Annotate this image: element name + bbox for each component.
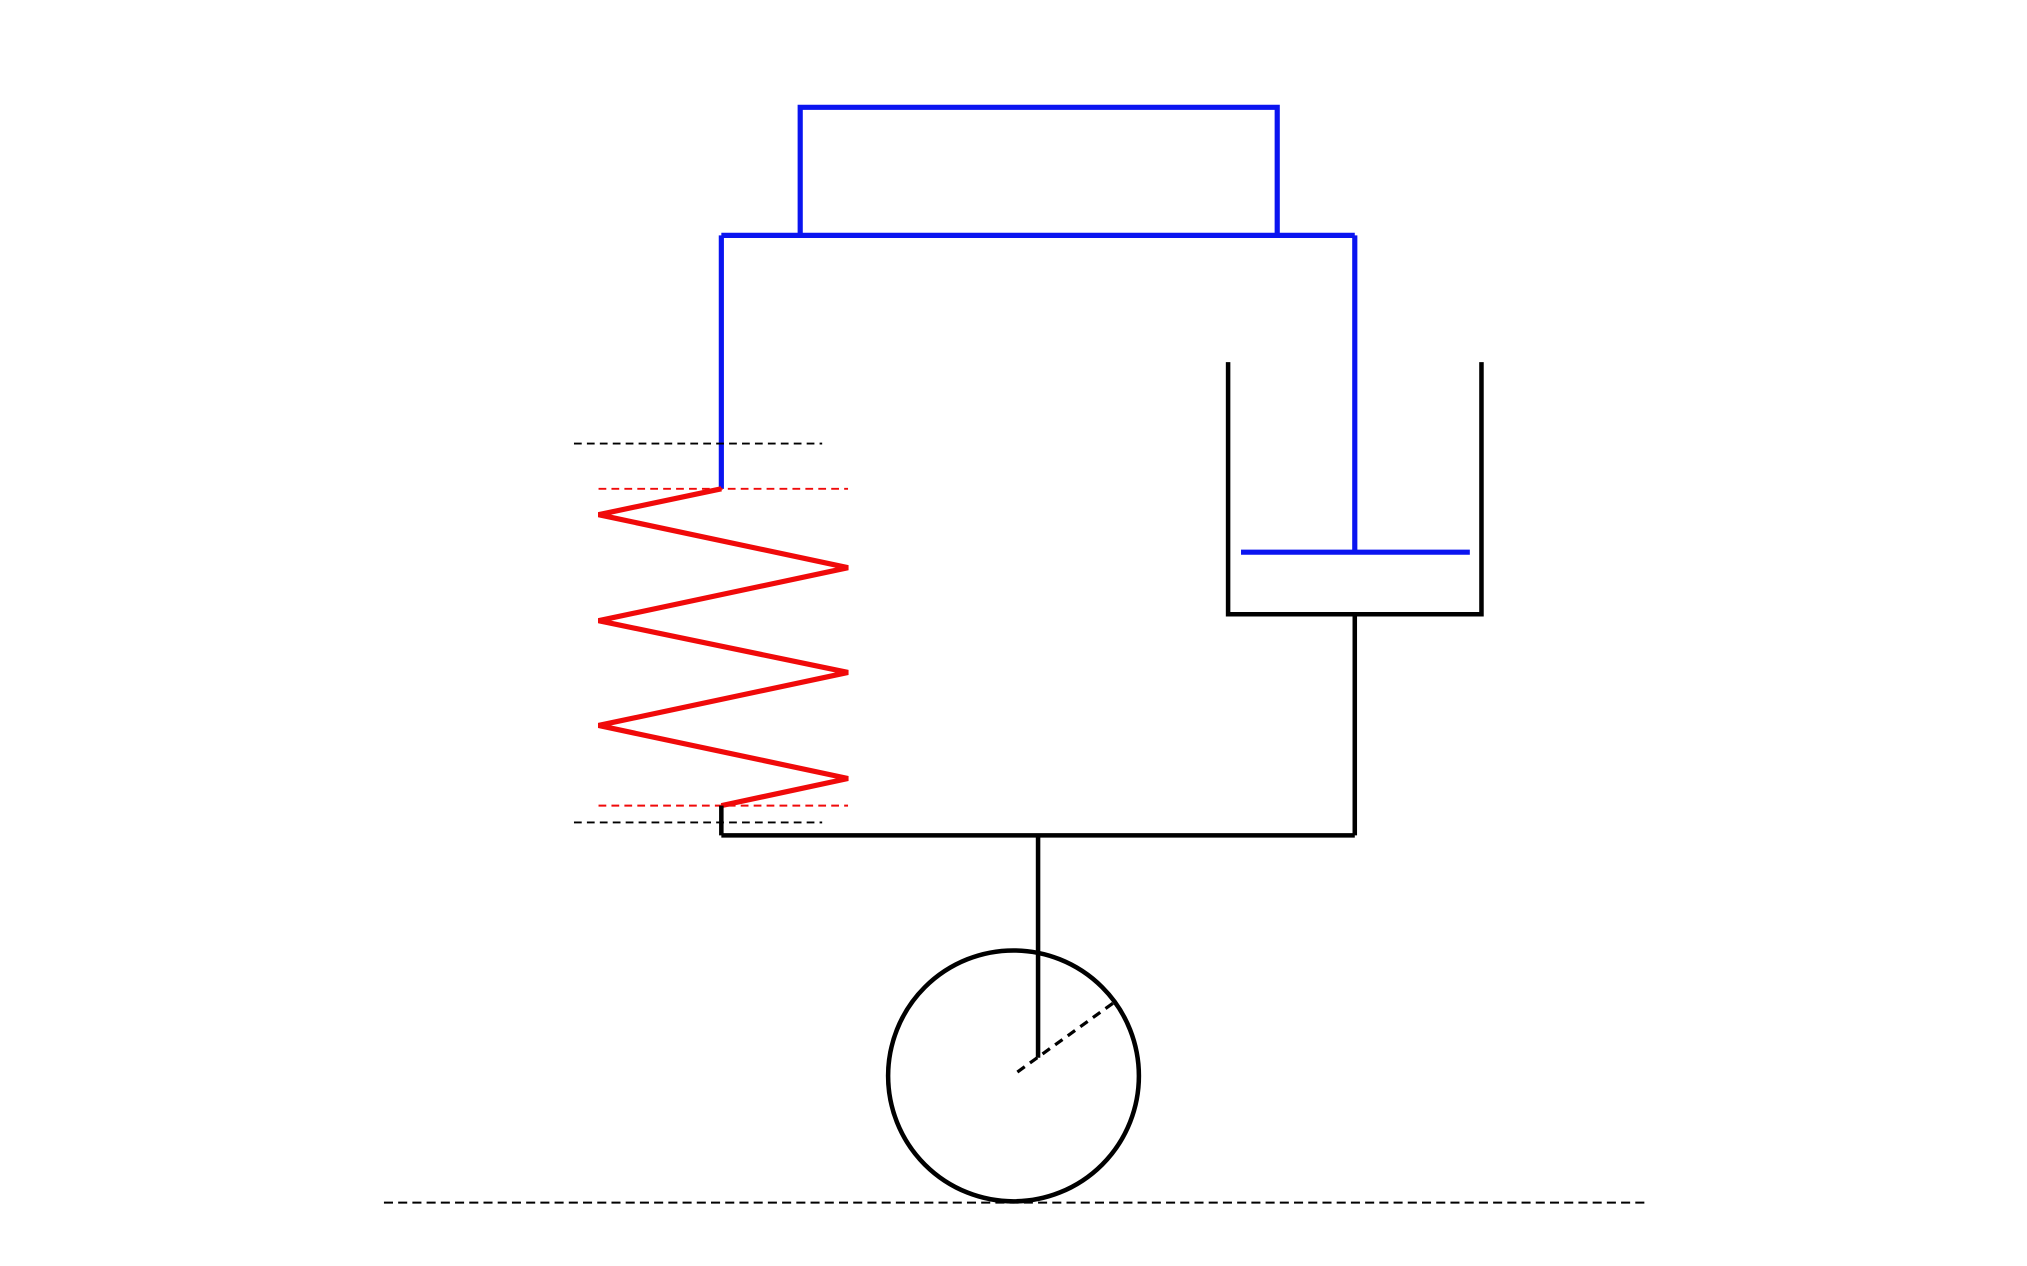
unsprung-structure — [719, 614, 1358, 1058]
body-top-frame — [797, 104, 1280, 236]
wheel-radius-line — [1016, 1000, 1116, 1074]
wheel-circle-icon — [885, 948, 1142, 1204]
spring-icon — [597, 486, 849, 809]
sprung-mass — [718, 104, 1470, 555]
spring-reference-lines — [573, 442, 849, 824]
damper-cylinder-icon — [1225, 362, 1484, 617]
wheel — [885, 948, 1142, 1204]
